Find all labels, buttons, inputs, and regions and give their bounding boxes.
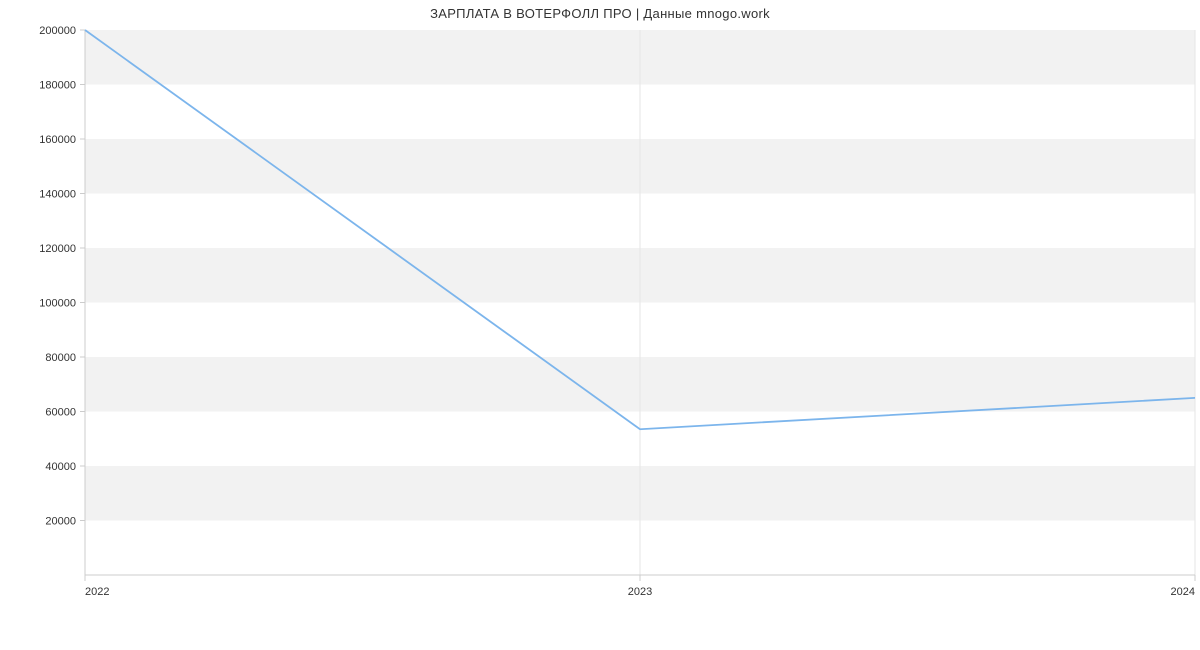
chart-title: ЗАРПЛАТА В ВОТЕРФОЛЛ ПРО | Данные mnogo.… xyxy=(0,6,1200,21)
y-axis: 20000 40000 60000 80000 100000 120000 140000 16… xyxy=(39,25,85,528)
y-tick-label: 140000 xyxy=(39,189,76,201)
y-tick-label: 40000 xyxy=(45,461,76,473)
x-tick-label: 2024 xyxy=(1171,586,1195,598)
y-tick-label: 120000 xyxy=(39,243,76,255)
chart-svg: 20000 40000 60000 80000 100000 120000 140000 16… xyxy=(0,0,1200,650)
line-chart: ЗАРПЛАТА В ВОТЕРФОЛЛ ПРО | Данные mnogo.… xyxy=(0,0,1200,650)
y-tick-label: 80000 xyxy=(45,352,76,364)
y-tick-label: 200000 xyxy=(39,25,76,37)
y-tick-label: 180000 xyxy=(39,80,76,92)
y-tick-label: 160000 xyxy=(39,134,76,146)
y-tick-label: 60000 xyxy=(45,407,76,419)
y-tick-label: 100000 xyxy=(39,298,76,310)
x-tick-label: 2023 xyxy=(628,586,652,598)
y-tick-label: 20000 xyxy=(45,516,76,528)
x-tick-label: 2022 xyxy=(85,586,109,598)
